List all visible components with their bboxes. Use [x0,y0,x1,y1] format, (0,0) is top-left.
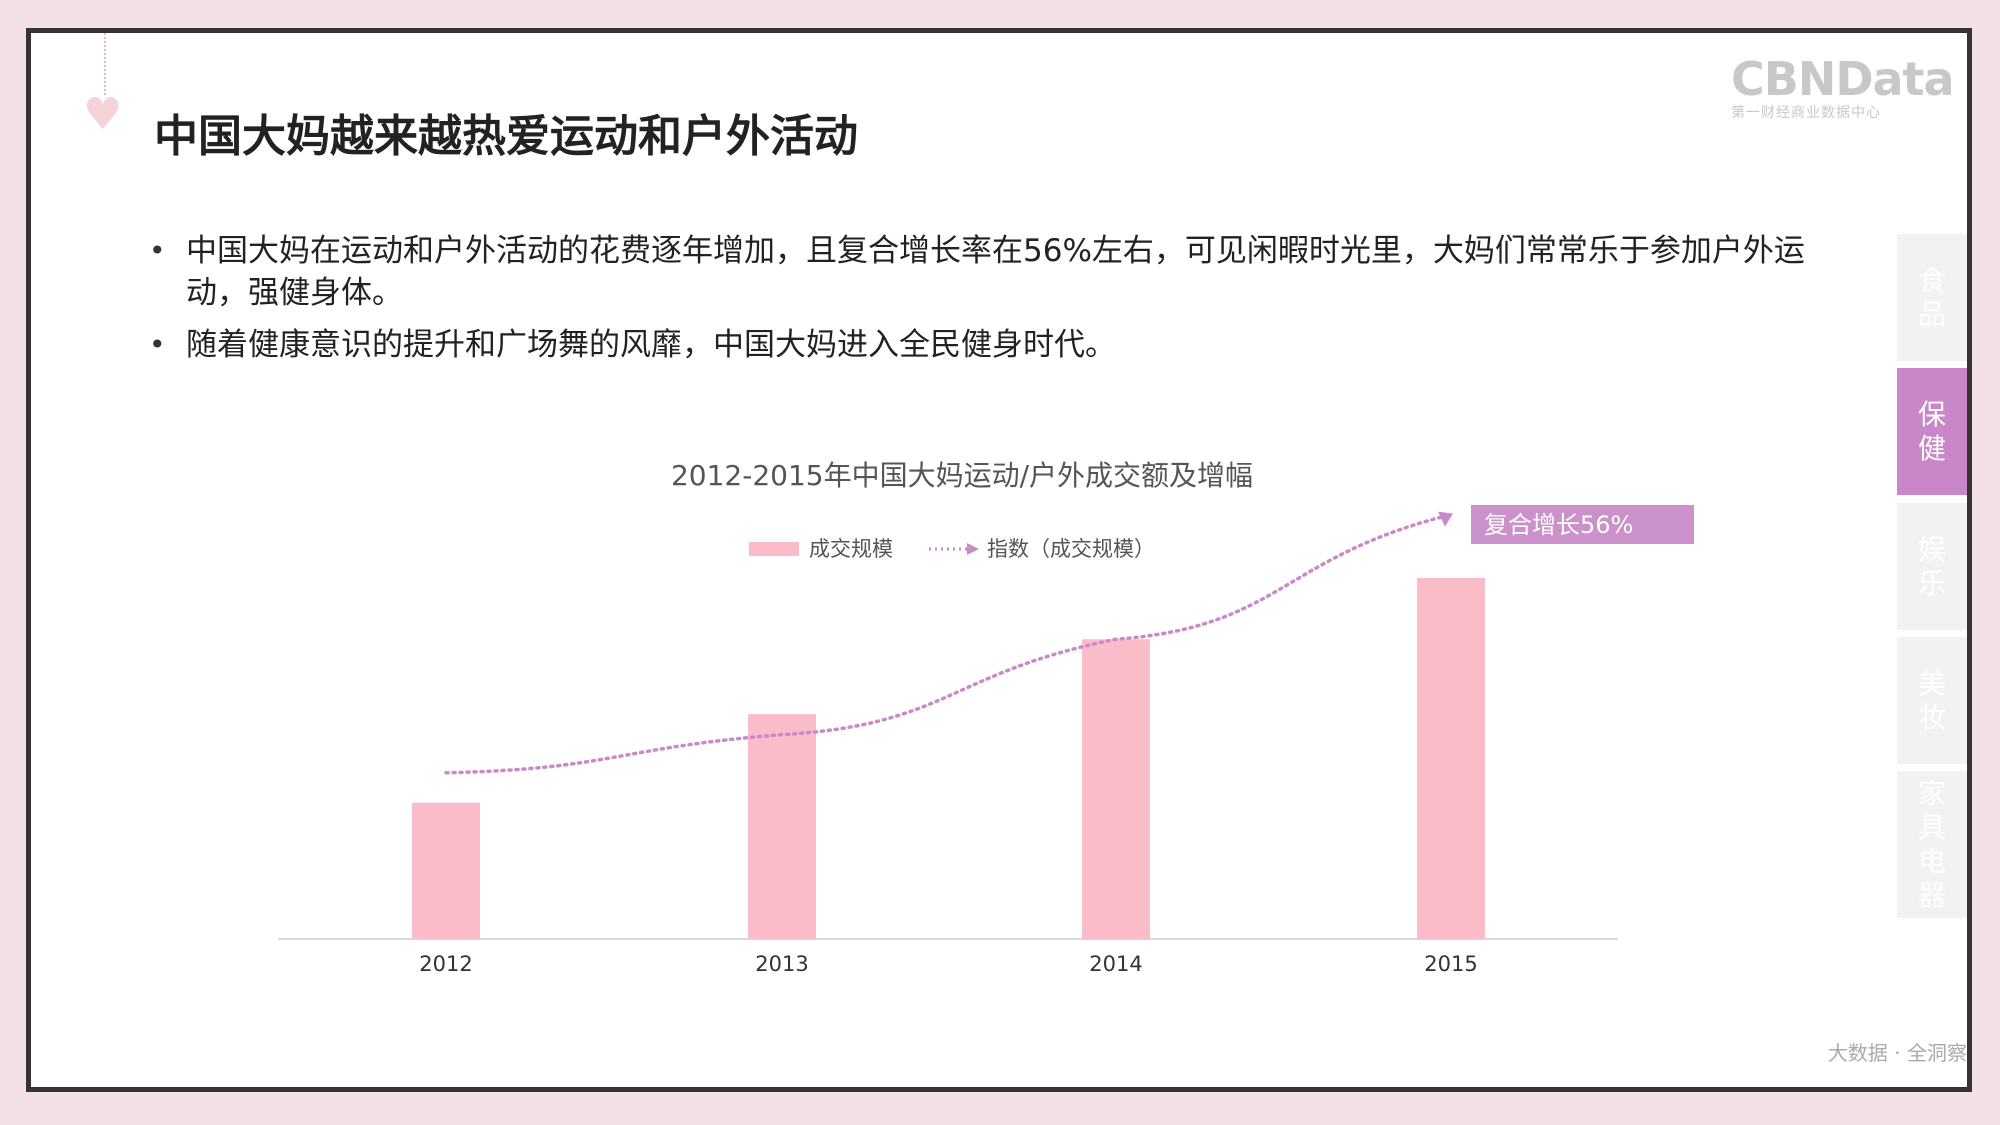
x-tick-label: 2013 [755,952,808,976]
bullet-item: • 中国大妈在运动和户外活动的花费逐年增加，且复合增长率在56%左右，可见闲暇时光… [149,230,1839,314]
side-tab-char: 娱 [1917,532,1946,566]
side-tab-char: 美 [1917,666,1946,700]
bar-2014 [1082,639,1150,939]
index-arrow-icon [1438,511,1453,527]
side-tab-char: 家 [1917,776,1946,810]
callout-text: 复合增长56% [1484,511,1633,539]
chart-title: 2012-2015年中国大妈运动/户外成交额及增幅 [671,459,1253,492]
decor-string [104,33,106,95]
legend-label-bar: 成交规模 [809,537,893,561]
footer-slogan: 大数据 · 全洞察 [1827,1041,1967,1065]
bullet-text: 中国大妈在运动和户外活动的花费逐年增加，且复合增长率在56%左右，可见闲暇时光里… [186,233,1805,311]
legend-label-line: 指数（成交规模） [987,537,1155,561]
bar-2015 [1417,577,1485,939]
bullet-item: • 随着健康意识的提升和广场舞的风靡，中国大妈进入全民健身时代。 [149,324,1839,366]
side-tab-char: 品 [1917,297,1946,331]
side-tab-char: 器 [1917,878,1946,912]
x-tick-label: 2014 [1089,952,1142,976]
side-tab-char: 保 [1917,397,1946,431]
heart-icon: ♥ [83,89,123,140]
side-tab-char: 食 [1917,263,1946,297]
page-title: 中国大妈越来越热爱运动和户外活动 [154,111,858,162]
side-tab-char: 具 [1917,810,1946,844]
side-tab-4[interactable]: 家具电器 [1897,771,1967,918]
bullet-dot-icon: • [149,328,166,361]
side-tab-char: 妆 [1917,700,1946,734]
side-tab-0[interactable]: 食品 [1897,234,1967,361]
logo-wordmark: CBNData [1731,52,1955,106]
x-tick-label: 2015 [1424,952,1477,976]
bullet-list: • 中国大妈在运动和户外活动的花费逐年增加，且复合增长率在56%左右，可见闲暇时光… [149,230,1839,376]
index-line [444,514,1445,775]
bar-2012 [412,802,480,939]
callout-box [1471,505,1694,544]
side-tab-1[interactable]: 保健 [1897,368,1967,495]
cbndata-logo: CBNData 第一财经商业数据中心 [1731,52,1967,121]
side-tab-2[interactable]: 娱乐 [1897,503,1967,630]
side-tab-3[interactable]: 美妆 [1897,637,1967,764]
side-tab-char: 电 [1917,844,1946,878]
bar-2013 [748,714,816,939]
legend-swatch-bar [749,542,799,556]
x-tick-label: 2012 [419,952,472,976]
bullet-text: 随着健康意识的提升和广场舞的风靡，中国大妈进入全民健身时代。 [186,327,1116,363]
bullet-dot-icon: • [149,234,166,267]
slide-frame: ♥ CBNData 第一财经商业数据中心 中国大妈越来越热爱运动和户外活动 • 中… [26,28,1972,1092]
side-tab-char: 健 [1917,431,1946,465]
logo-tagline: 第一财经商业数据中心 [1731,105,1881,121]
legend-arrow-icon [967,543,979,555]
side-tab-char: 乐 [1917,566,1946,600]
